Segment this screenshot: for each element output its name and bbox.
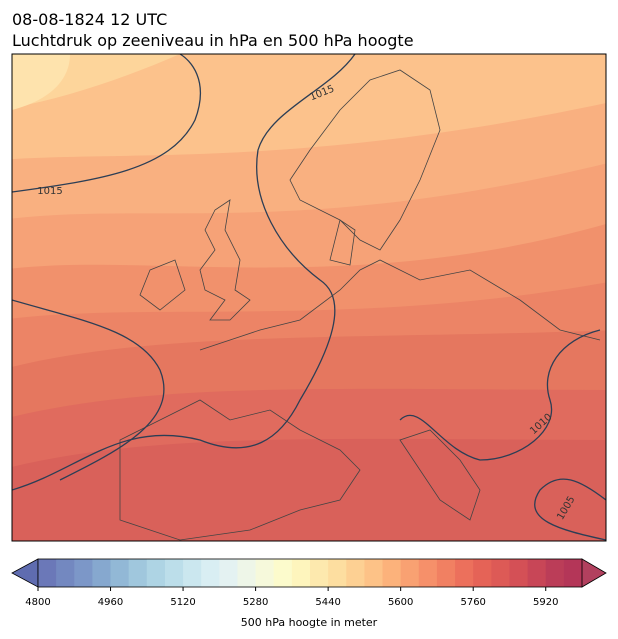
colorbar-segment <box>38 559 57 587</box>
colorbar-segment <box>436 559 456 587</box>
colorbar-tick-label: 4800 <box>25 597 50 608</box>
colorbar-segment <box>310 559 329 587</box>
colorbar-tick-label: 5120 <box>170 597 195 608</box>
colorbar-segment <box>418 559 438 587</box>
colorbar-segment <box>128 559 148 587</box>
colorbar-label: 500 hPa hoogte in meter <box>241 616 378 629</box>
colorbar: 4800 4960 5120 5280 5440 5600 5760 5920 <box>11 558 607 608</box>
colorbar-segment <box>563 559 583 587</box>
colorbar-segment <box>346 559 365 587</box>
colorbar-segment <box>527 559 547 587</box>
colorbar-segment <box>219 559 238 587</box>
colorbar-segment <box>291 559 311 587</box>
colorbar-tick-label: 4960 <box>98 597 123 608</box>
colorbar-segment <box>56 559 75 587</box>
colorbar-segment <box>455 559 474 587</box>
map-frame <box>11 53 607 542</box>
colorbar-under <box>11 558 39 588</box>
colorbar-segment <box>328 559 347 587</box>
colorbar-segment <box>146 559 166 587</box>
colorbar-segment <box>509 559 529 587</box>
colorbar-frame <box>37 558 583 588</box>
colorbar-segment <box>183 559 202 587</box>
colorbar-tick-label: 5920 <box>533 597 558 608</box>
colorbar-segment <box>400 559 420 587</box>
colorbar-segment <box>382 559 402 587</box>
colorbar-tick-label: 5440 <box>315 597 340 608</box>
colorbar-over <box>581 558 607 588</box>
colorbar-segment <box>364 559 384 587</box>
colorbar-tick-label: 5600 <box>388 597 413 608</box>
colorbar-segment <box>491 559 510 587</box>
colorbar-segment <box>545 559 565 587</box>
colorbar-segment <box>201 559 220 587</box>
colorbar-segment <box>74 559 93 587</box>
colorbar-tick-label: 5760 <box>460 597 485 608</box>
colorbar-segment <box>473 559 492 587</box>
colorbar-segment <box>110 559 130 587</box>
contour-label: 1015 <box>37 186 62 197</box>
colorbar-tick-label: 5280 <box>243 597 268 608</box>
colorbar-segment <box>273 559 293 587</box>
colorbar-segment <box>237 559 257 587</box>
subtitle: Luchtdruk op zeeniveau in hPa en 500 hPa… <box>12 31 414 50</box>
title: 08-08-1824 12 UTC <box>12 10 167 29</box>
colorbar-segment <box>164 559 184 587</box>
colorbar-segment <box>92 559 112 587</box>
map: 1015 1015 1010 1005 <box>12 54 606 541</box>
colorbar-segment <box>255 559 275 587</box>
